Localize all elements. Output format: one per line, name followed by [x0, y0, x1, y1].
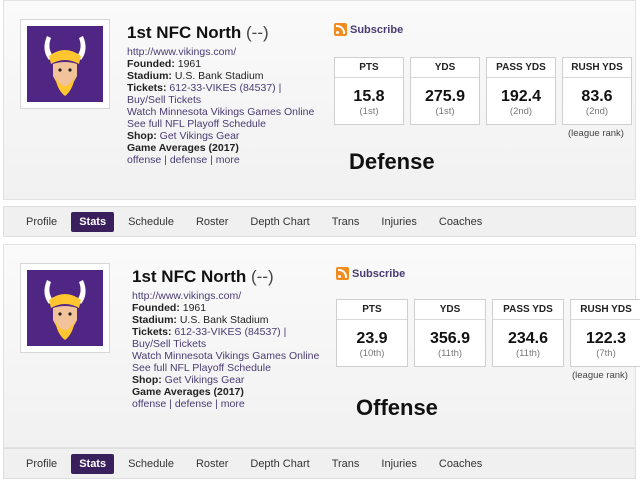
section-label-offense: Offense: [356, 395, 438, 420]
team-nav: Profile Stats Schedule Roster Depth Char…: [3, 448, 636, 479]
stat-box-pass-yds: PASS YDS 192.4 (2nd): [486, 57, 556, 125]
buy-sell-tickets-link[interactable]: Buy/Sell Tickets: [127, 94, 202, 106]
tab-profile[interactable]: Profile: [26, 457, 58, 470]
team-info: 1st NFC North (--) http://www.vikings.co…: [132, 267, 332, 410]
league-rank-note: (league rank): [572, 370, 628, 381]
team-header-box: 1st NFC North (--) http://www.vikings.co…: [3, 244, 640, 448]
stat-box-rush-yds: RUSH YDS 83.6 (2nd): [562, 57, 632, 125]
tab-profile[interactable]: Profile: [26, 215, 58, 228]
playoff-schedule-link[interactable]: See full NFL Playoff Schedule: [132, 362, 271, 374]
team-title: 1st NFC North (--): [132, 267, 274, 286]
vikings-gear-link[interactable]: Get Vikings Gear: [159, 130, 240, 142]
vikings-gear-link[interactable]: Get Vikings Gear: [164, 374, 245, 386]
team-nav: Profile Stats Schedule Roster Depth Char…: [3, 206, 636, 237]
buy-sell-tickets-link[interactable]: Buy/Sell Tickets: [132, 338, 207, 350]
tickets-phone-link[interactable]: 612-33-VIKES (84537) |: [174, 326, 287, 338]
tab-injuries[interactable]: Injuries: [381, 457, 417, 470]
watch-games-link[interactable]: Watch Minnesota Vikings Games Online: [132, 350, 320, 362]
tab-trans[interactable]: Trans: [331, 215, 360, 228]
averages-links[interactable]: offense | defense | more: [132, 398, 245, 410]
tab-coaches[interactable]: Coaches: [438, 457, 483, 470]
tab-schedule[interactable]: Schedule: [128, 215, 174, 228]
section-label-defense: Defense: [349, 149, 435, 174]
tab-roster[interactable]: Roster: [195, 215, 229, 228]
game-averages-label: Game Averages (2017): [127, 142, 239, 154]
team-header-offense: 1st NFC North (--) http://www.vikings.co…: [0, 244, 640, 488]
vikings-logo-icon: [27, 270, 103, 346]
team-website-link[interactable]: http://www.vikings.com/: [127, 46, 237, 58]
tab-roster[interactable]: Roster: [195, 457, 229, 470]
averages-links[interactable]: offense | defense | more: [127, 154, 240, 166]
tab-stats[interactable]: Stats: [71, 453, 115, 474]
stat-box-rush-yds: RUSH YDS 122.3 (7th): [570, 299, 640, 367]
tab-schedule[interactable]: Schedule: [128, 457, 174, 470]
game-averages-label: Game Averages (2017): [132, 386, 244, 398]
league-rank-note: (league rank): [568, 128, 624, 139]
tab-coaches[interactable]: Coaches: [438, 215, 483, 228]
tab-injuries[interactable]: Injuries: [381, 215, 417, 228]
watch-games-link[interactable]: Watch Minnesota Vikings Games Online: [127, 106, 315, 118]
team-logo-frame: [20, 263, 110, 353]
team-title: 1st NFC North (--): [127, 23, 269, 42]
team-website-link[interactable]: http://www.vikings.com/: [132, 290, 242, 302]
rss-icon: [336, 267, 349, 280]
vikings-logo-icon: [27, 26, 103, 102]
playoff-schedule-link[interactable]: See full NFL Playoff Schedule: [127, 118, 266, 130]
stat-box-yds: YDS 356.9 (11th): [414, 299, 486, 367]
stat-boxes: PTS 15.8 (1st) YDS 275.9 (1st) PASS YDS 192.4…: [334, 57, 632, 125]
stat-box-pass-yds: PASS YDS 234.6 (11th): [492, 299, 564, 367]
tab-depth-chart[interactable]: Depth Chart: [250, 215, 310, 228]
tab-stats[interactable]: Stats: [71, 211, 115, 232]
tab-trans[interactable]: Trans: [331, 457, 360, 470]
team-header-box: 1st NFC North (--) http://www.vikings.co…: [3, 0, 636, 200]
rss-icon: [334, 23, 347, 36]
team-logo-frame: [20, 19, 110, 109]
tickets-phone-link[interactable]: 612-33-VIKES (84537) |: [169, 82, 282, 94]
team-header-defense: 1st NFC North (--) http://www.vikings.co…: [0, 0, 640, 240]
subscribe-button[interactable]: Subscribe: [336, 267, 405, 280]
stat-boxes: PTS 23.9 (10th) YDS 356.9 (11th) PASS YDS 234…: [336, 299, 640, 367]
team-info: 1st NFC North (--) http://www.vikings.co…: [127, 23, 327, 166]
stat-box-yds: YDS 275.9 (1st): [410, 57, 480, 125]
stat-box-pts: PTS 15.8 (1st): [334, 57, 404, 125]
tab-depth-chart[interactable]: Depth Chart: [250, 457, 310, 470]
subscribe-button[interactable]: Subscribe: [334, 23, 403, 36]
stat-box-pts: PTS 23.9 (10th): [336, 299, 408, 367]
